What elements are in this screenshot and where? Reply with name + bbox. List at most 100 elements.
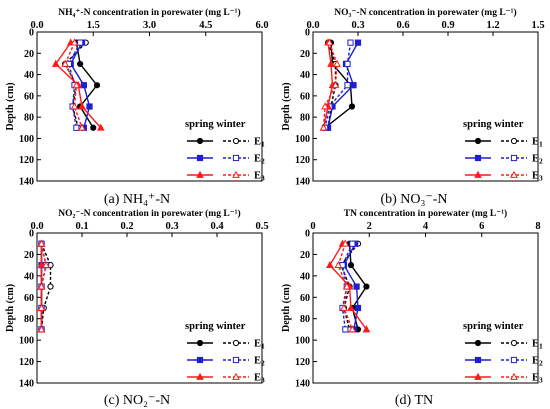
y-tick-label: 140 (295, 177, 310, 188)
legend-marker-spring (196, 339, 204, 347)
series-line (322, 42, 338, 128)
y-tick-label: 120 (295, 155, 310, 166)
x-tick-label: 0.3 (165, 221, 178, 232)
legend-header: spring winter (463, 321, 524, 332)
data-point (350, 82, 357, 89)
x-tick-label: 0.0 (30, 221, 43, 232)
chart-panel-1: 0.0 1.5 3.0 4.5 6.0 NH₄⁺-N concentration in p… (5, 7, 269, 207)
x-tick-label: 0.2 (120, 221, 133, 232)
data-point (70, 102, 79, 110)
legend-marker-winter (232, 137, 240, 145)
data-point (325, 38, 334, 46)
data-point (348, 325, 357, 333)
y-tick-label: 100 (295, 134, 310, 145)
x-axis-title: TN concentration in porewater (mg L⁻¹) (344, 208, 507, 219)
chart-panel-2: 0.0 0.3 0.6 0.9 1.2 1.5 NO₃⁻-N concentration i… (281, 7, 545, 207)
data-point (37, 325, 46, 333)
y-tick-label: 120 (295, 357, 310, 368)
data-point (86, 103, 93, 110)
series-line (64, 42, 87, 128)
legend-header: spring winter (185, 321, 246, 332)
series-line (40, 243, 52, 330)
y-tick-label: 20 (300, 250, 310, 261)
legend-marker-spring (196, 372, 204, 380)
legend-marker-winter (510, 356, 518, 364)
y-tick-label: 100 (295, 336, 310, 347)
x-tick-label: 3.0 (143, 20, 156, 31)
data-point (347, 262, 355, 269)
legend-marker-spring (474, 339, 482, 347)
panel-caption: (c) NO₂⁻-N (104, 393, 170, 408)
legend-marker-spring (196, 170, 204, 178)
panel-caption: (a) NH₄⁺-N (104, 192, 170, 207)
legend-label: E2 (532, 356, 543, 368)
plot-frame (36, 232, 263, 384)
y-axis-title: Depth (cm) (5, 284, 16, 332)
y-tick-label: 60 (300, 293, 310, 304)
plot-frame (312, 31, 539, 182)
data-point (37, 239, 46, 247)
series-e3-winter (37, 239, 50, 333)
y-tick-label: 60 (300, 91, 310, 102)
data-point (70, 38, 79, 46)
legend-marker-spring (196, 356, 204, 364)
data-point (348, 103, 356, 110)
data-point (347, 303, 355, 311)
chart-panel-3: 0.0 0.1 0.2 0.3 0.4 0.5 NO₂⁻-N concentration i… (5, 208, 269, 408)
x-tick-label: 4.5 (199, 20, 212, 31)
data-point (326, 260, 334, 269)
y-tick-label: 80 (300, 314, 310, 325)
legend-label: E3 (532, 171, 543, 183)
legend-marker-spring (474, 356, 482, 364)
x-tick-label: 6 (479, 221, 484, 232)
x-tick-label: 2 (367, 221, 372, 232)
y-tick-label: 100 (19, 336, 34, 347)
y-tick-label: 120 (19, 155, 34, 166)
legend-marker-winter (510, 339, 518, 347)
y-tick-label: 20 (24, 250, 34, 261)
legend-label: E1 (254, 339, 265, 351)
y-tick-label: 40 (24, 70, 34, 81)
y-tick-label: 80 (24, 113, 34, 124)
legend-marker-spring (196, 154, 204, 162)
y-tick-label: 0 (305, 229, 310, 240)
data-point (37, 260, 46, 269)
data-point (73, 124, 80, 131)
y-tick-label: 140 (295, 379, 310, 390)
data-point (96, 123, 105, 131)
legend-header: spring winter (463, 119, 524, 130)
legend-marker-winter (232, 372, 240, 380)
legend-marker-winter (510, 154, 518, 162)
legend-marker-winter (510, 170, 518, 178)
data-point (37, 303, 46, 311)
legend-label: E1 (532, 339, 543, 351)
y-tick-label: 120 (19, 357, 34, 368)
legend-marker-spring (196, 137, 204, 145)
data-point (327, 59, 335, 67)
legend-marker-spring (474, 137, 482, 145)
legend-marker-winter (510, 372, 518, 380)
x-axis-title: NO₃⁻-N concentration in porewater (mg L⁻… (334, 7, 516, 18)
chart-panel-4: 0 2 4 6 8 TN concentration in porewater (mg L… (281, 208, 543, 408)
data-point (349, 240, 356, 247)
data-point (78, 123, 86, 131)
legend-marker-winter (510, 137, 518, 145)
x-tick-label: 1.5 (87, 20, 100, 31)
data-point (344, 60, 351, 68)
data-point (51, 59, 60, 67)
y-axis-title: Depth (cm) (5, 82, 16, 130)
y-tick-label: 60 (24, 293, 34, 304)
legend-label: E2 (254, 356, 265, 368)
data-point (77, 60, 84, 68)
y-tick-label: 20 (300, 49, 310, 60)
data-point (333, 59, 341, 67)
y-tick-label: 0 (29, 229, 34, 240)
legend-label: E2 (254, 154, 265, 166)
data-point (321, 102, 329, 110)
legend-marker-spring (474, 154, 482, 162)
x-tick-label: 0.6 (396, 20, 409, 31)
series-line (327, 42, 337, 128)
x-tick-label: 0.4 (210, 221, 224, 232)
legend-marker-winter (232, 170, 240, 178)
